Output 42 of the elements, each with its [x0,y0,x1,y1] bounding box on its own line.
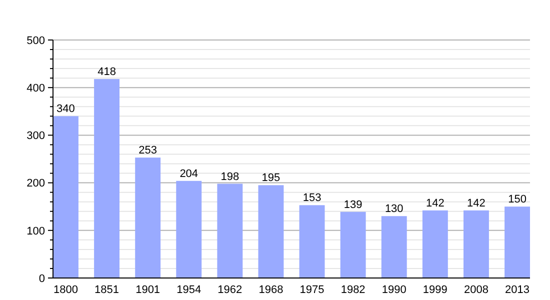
x-tick-label: 1954 [176,284,202,296]
y-tick-label: 500 [26,34,45,47]
x-tick-label: 1975 [300,284,324,296]
y-tick-label: 400 [26,82,45,94]
bar [135,158,161,278]
bar [176,180,202,278]
bar [53,116,78,278]
x-tick-label: 1999 [422,284,448,296]
x-tick-label: 1962 [218,284,242,296]
data-label: 142 [467,197,486,210]
data-label: 418 [98,66,116,78]
bar [340,212,366,278]
x-tick-label: 2008 [464,284,488,296]
y-tick-label: 200 [26,178,45,190]
data-label: 253 [138,144,158,157]
y-tick-label: 300 [26,130,45,142]
x-tick-label: 1990 [382,284,406,296]
data-label: 195 [262,172,280,184]
bar [464,210,489,278]
bar [258,185,284,278]
x-tick-label: 1800 [53,284,78,296]
x-tick-label: 1851 [94,284,120,296]
bar [299,205,325,278]
y-tick-label: 0 [38,272,45,285]
x-tick-label: 1982 [340,284,366,296]
y-tick-label: 100 [26,225,45,238]
data-label: 204 [180,168,198,180]
bar [217,184,243,278]
x-tick-label: 1968 [258,284,284,296]
data-label: 142 [426,197,444,210]
x-tick-label: 1901 [136,284,160,296]
data-label: 153 [302,192,322,204]
data-label: 130 [384,203,404,216]
data-label: 198 [220,170,240,183]
bar [504,206,530,278]
data-label: 340 [56,103,75,116]
bar [94,79,120,278]
data-label: 139 [344,198,362,211]
bar [422,210,448,278]
data-label: 150 [508,194,526,206]
bar [381,216,407,278]
x-tick-label: 2013 [505,284,530,296]
